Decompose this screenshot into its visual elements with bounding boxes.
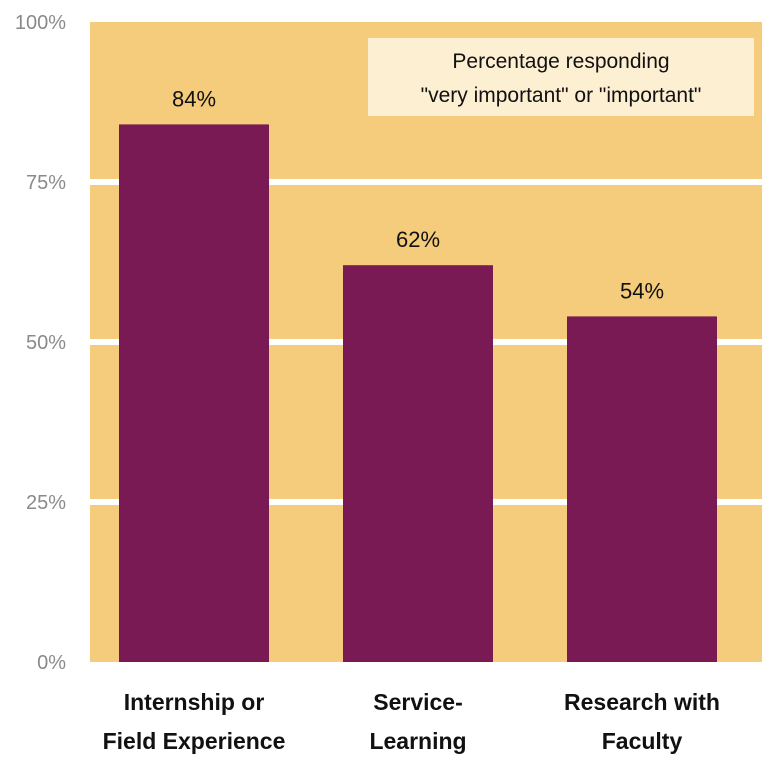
- value-labels: 84% 62% 54%: [172, 86, 664, 303]
- bar-value-label: 62%: [396, 227, 440, 252]
- bar: [119, 124, 269, 662]
- y-axis-tick-labels: 0% 25% 50% 75% 100%: [15, 12, 66, 674]
- annotation-box: Percentage responding "very important" o…: [368, 38, 754, 116]
- category-label: Service-: [373, 689, 463, 715]
- category-label: Faculty: [602, 728, 683, 754]
- category-label: Field Experience: [103, 728, 286, 754]
- bar: [343, 265, 493, 662]
- y-tick-label: 100%: [15, 12, 66, 34]
- category-labels: Internship or Field Experience Service- Lea…: [103, 689, 720, 754]
- annotation-background: [368, 38, 754, 116]
- y-tick-label: 75%: [26, 172, 66, 194]
- annotation-line-1: Percentage responding: [452, 50, 669, 73]
- category-label: Research with: [564, 689, 720, 715]
- annotation-line-2: "very important" or "important": [421, 84, 702, 107]
- y-tick-label: 0%: [37, 652, 66, 674]
- bar-value-label: 54%: [620, 278, 664, 303]
- bars: [119, 124, 717, 662]
- bar: [567, 316, 717, 662]
- y-tick-label: 25%: [26, 492, 66, 514]
- category-label: Learning: [369, 728, 466, 754]
- category-label: Internship or: [124, 689, 265, 715]
- y-tick-label: 50%: [26, 332, 66, 354]
- bar-value-label: 84%: [172, 86, 216, 111]
